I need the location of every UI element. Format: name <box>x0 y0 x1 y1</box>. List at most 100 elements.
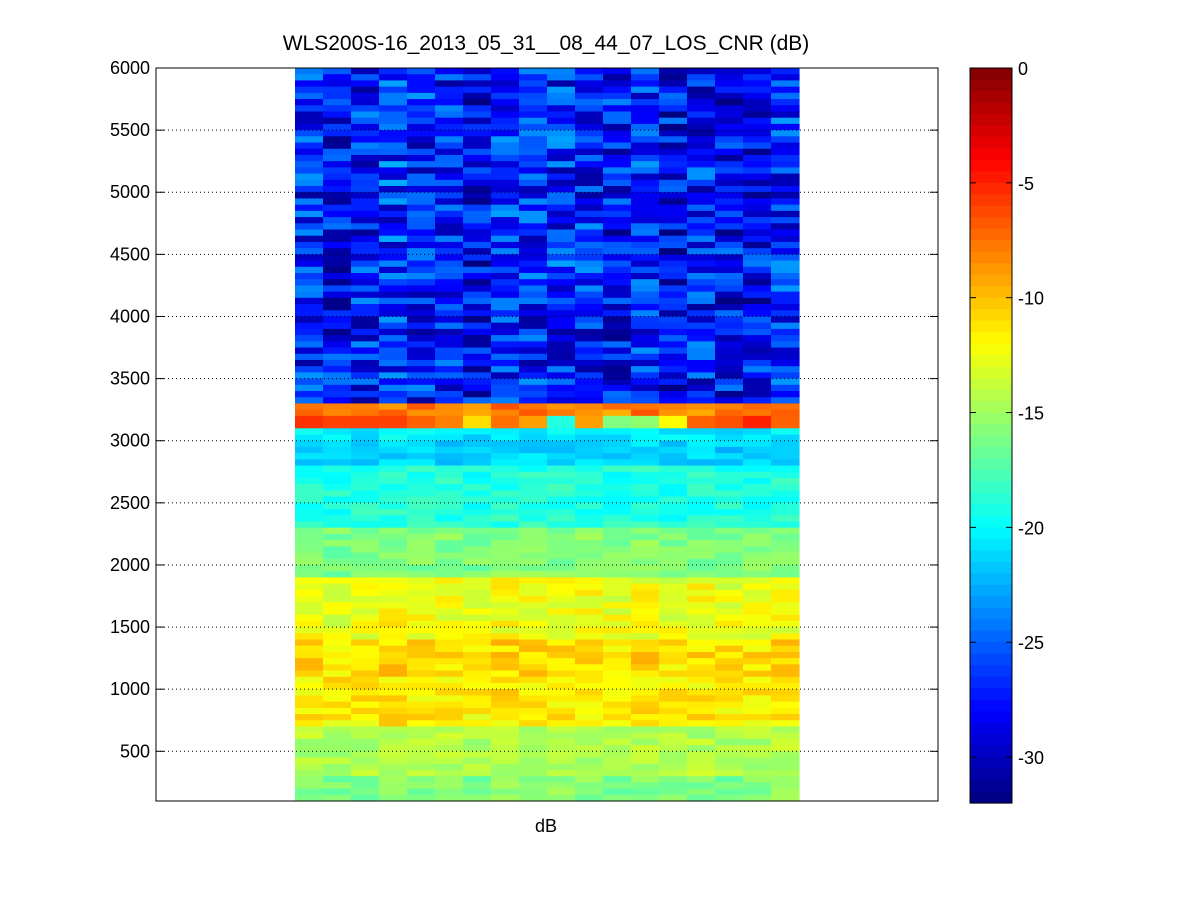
heatmap-cell <box>547 409 576 417</box>
heatmap-cell <box>463 527 492 535</box>
plot-frame <box>155 67 939 802</box>
heatmap-cell <box>547 689 576 696</box>
heatmap-cell <box>491 328 520 336</box>
heatmap-cell <box>771 434 800 442</box>
heatmap-cell <box>435 676 464 684</box>
heatmap-cell <box>743 645 772 653</box>
heatmap-cell <box>323 154 352 162</box>
heatmap-cell <box>687 782 716 790</box>
heatmap-cell <box>603 732 632 740</box>
heatmap-cell <box>323 235 352 243</box>
heatmap-cell <box>771 409 800 417</box>
heatmap-cell <box>463 533 492 541</box>
heatmap-cell <box>519 596 548 603</box>
heatmap-cell <box>295 446 324 454</box>
heatmap-cell <box>743 651 772 659</box>
heatmap-cell <box>491 266 520 274</box>
heatmap-cell <box>407 235 436 243</box>
heatmap-cell <box>463 117 492 125</box>
heatmap-cell <box>687 328 716 336</box>
heatmap-cell <box>603 589 632 597</box>
heatmap-cell <box>379 167 408 175</box>
heatmap-cell <box>491 714 520 721</box>
heatmap-cell <box>491 583 520 591</box>
heatmap-cell <box>519 521 548 529</box>
heatmap-cell <box>743 446 772 454</box>
heatmap-cell <box>295 509 324 516</box>
heatmap-cell <box>715 546 744 554</box>
heatmap-cell <box>519 272 548 280</box>
heatmap-cell <box>351 328 380 336</box>
heatmap-cell <box>631 297 660 305</box>
heatmap-cell <box>547 347 576 355</box>
heatmap-cell <box>743 521 772 529</box>
heatmap-cell <box>323 117 352 125</box>
heatmap-cell <box>631 608 660 616</box>
heatmap-cell <box>575 546 604 554</box>
heatmap-cell <box>323 521 352 529</box>
heatmap-cell <box>463 769 492 777</box>
heatmap-cell <box>687 310 716 318</box>
heatmap-cell <box>435 726 464 734</box>
heatmap-cell <box>295 627 324 634</box>
heatmap-cell <box>771 167 800 175</box>
heatmap-cell <box>659 353 688 361</box>
heatmap-cell <box>351 776 380 783</box>
heatmap-cell <box>715 223 744 231</box>
heatmap-cell <box>351 589 380 597</box>
heatmap-cell <box>687 651 716 659</box>
heatmap-cell <box>379 403 408 411</box>
heatmap-cell <box>659 378 688 386</box>
heatmap-cell <box>379 111 408 119</box>
heatmap-cell <box>547 117 576 125</box>
heatmap-cell <box>463 291 492 299</box>
heatmap-cell <box>295 720 324 728</box>
heatmap-cell <box>351 310 380 318</box>
heatmap-cell <box>771 260 800 268</box>
heatmap-cell <box>575 347 604 355</box>
heatmap-cell <box>575 757 604 765</box>
heatmap-cell <box>659 397 688 405</box>
heatmap-cell <box>463 136 492 144</box>
heatmap-cell <box>575 384 604 392</box>
heatmap-cell <box>407 714 436 721</box>
heatmap-cell <box>407 409 436 417</box>
heatmap-cell <box>435 310 464 318</box>
heatmap-cell <box>295 378 324 386</box>
heatmap-cell <box>603 291 632 299</box>
colorbar-swatch <box>970 561 1012 574</box>
heatmap-cell <box>295 484 324 491</box>
heatmap-cell <box>687 167 716 175</box>
colorbar-tick-label: -5 <box>1018 174 1034 194</box>
heatmap-cell <box>491 515 520 523</box>
heatmap-cell <box>575 477 604 485</box>
heatmap-cell <box>687 720 716 728</box>
heatmap-cell <box>295 664 324 672</box>
heatmap-cell <box>407 92 436 100</box>
heatmap-cell <box>379 397 408 405</box>
heatmap-cell <box>519 92 548 100</box>
heatmap-cell <box>379 627 408 634</box>
heatmap-cell <box>771 235 800 243</box>
heatmap-cell <box>631 148 660 156</box>
heatmap-cell <box>715 527 744 535</box>
heatmap-cell <box>379 136 408 144</box>
heatmap-cell <box>575 620 604 628</box>
heatmap-cell <box>715 192 744 200</box>
heatmap-cell <box>659 745 688 752</box>
heatmap-cell <box>379 254 408 262</box>
heatmap-cell <box>743 372 772 380</box>
heatmap-cell <box>659 502 688 510</box>
heatmap-cell <box>687 589 716 597</box>
heatmap-cell <box>743 335 772 342</box>
heatmap-cell <box>519 359 548 367</box>
heatmap-cell <box>743 546 772 554</box>
heatmap-cell <box>519 161 548 168</box>
heatmap-cell <box>547 229 576 237</box>
heatmap-cell <box>603 341 632 349</box>
heatmap-cell <box>491 186 520 193</box>
heatmap-cell <box>379 546 408 554</box>
heatmap-cell <box>323 639 352 647</box>
heatmap-cell <box>295 502 324 510</box>
heatmap-cell <box>295 335 324 342</box>
